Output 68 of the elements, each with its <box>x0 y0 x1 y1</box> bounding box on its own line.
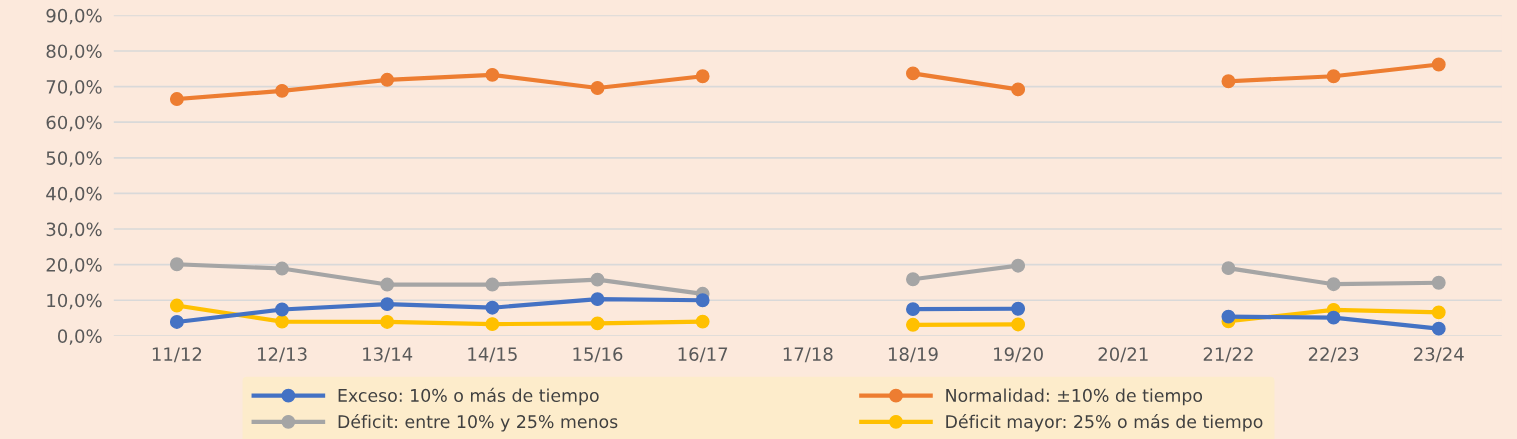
point <box>590 81 605 95</box>
x-tick-label: 15/16 <box>573 347 623 363</box>
x-tick-label: 19/20 <box>994 347 1043 363</box>
point <box>1326 310 1341 325</box>
point <box>1431 321 1446 336</box>
y-tick-label: 40,0% <box>46 186 102 203</box>
y-tick-label: 30,0% <box>46 222 102 238</box>
point <box>485 277 500 292</box>
legend-label: Normalidad: ±10% de tiempo <box>946 388 1203 406</box>
point <box>590 272 605 287</box>
point <box>1431 275 1446 290</box>
x-tick-label: 13/14 <box>363 347 413 363</box>
point <box>1431 57 1446 72</box>
y-tick-label: 20,0% <box>46 258 102 274</box>
point <box>1431 305 1446 320</box>
point <box>1011 258 1026 273</box>
point <box>380 297 395 312</box>
x-tick-label: 21/22 <box>1203 347 1253 363</box>
point <box>169 92 184 106</box>
x-tick-label: 23/24 <box>1414 347 1464 363</box>
x-tick-label: 17/18 <box>783 347 833 363</box>
legend-label: Déficit: entre 10% y 25% menos <box>338 414 618 432</box>
point <box>1221 309 1236 324</box>
point <box>906 302 920 317</box>
x-tick-label: 20/21 <box>1098 347 1148 363</box>
x-tick-label: 16/17 <box>678 347 728 363</box>
point <box>1326 277 1341 292</box>
y-tick-label: 0,0% <box>57 329 102 345</box>
point <box>906 272 920 287</box>
x-tick-label: 11/12 <box>152 347 202 363</box>
y-tick-label: 90,0% <box>46 8 102 25</box>
x-tick-label: 18/19 <box>888 347 938 363</box>
y-tick-label: 80,0% <box>46 44 102 60</box>
point <box>590 316 605 331</box>
point <box>485 317 500 332</box>
point <box>1221 261 1236 276</box>
legend-label: Exceso: 10% o más de tiempo <box>338 387 599 406</box>
point <box>906 66 920 81</box>
point <box>590 292 605 307</box>
point <box>906 317 920 332</box>
point <box>380 277 395 292</box>
y-tick-label: 70,0% <box>46 80 102 96</box>
point <box>380 315 395 329</box>
point <box>380 72 395 87</box>
x-tick-label: 12/13 <box>257 347 307 363</box>
point <box>695 314 710 329</box>
point <box>695 69 710 84</box>
point <box>485 300 500 315</box>
point <box>1326 69 1341 84</box>
point <box>169 298 184 313</box>
point <box>1011 82 1026 97</box>
point <box>485 67 500 82</box>
point <box>1011 301 1026 316</box>
point <box>169 315 184 329</box>
point <box>1011 317 1026 332</box>
y-tick-label: 60,0% <box>46 115 102 132</box>
y-tick-label: 50,0% <box>46 151 102 167</box>
y-tick-label: 10,0% <box>47 293 102 310</box>
point <box>275 83 289 98</box>
point <box>275 314 289 329</box>
point <box>275 302 289 317</box>
x-tick-label: 14/15 <box>468 347 517 363</box>
point <box>169 257 184 272</box>
legend-label: Déficit mayor: 25% o más de tiempo <box>946 414 1263 432</box>
x-tick-label: 22/23 <box>1308 347 1359 363</box>
point <box>1221 74 1236 89</box>
point <box>275 261 289 276</box>
point <box>695 293 710 308</box>
